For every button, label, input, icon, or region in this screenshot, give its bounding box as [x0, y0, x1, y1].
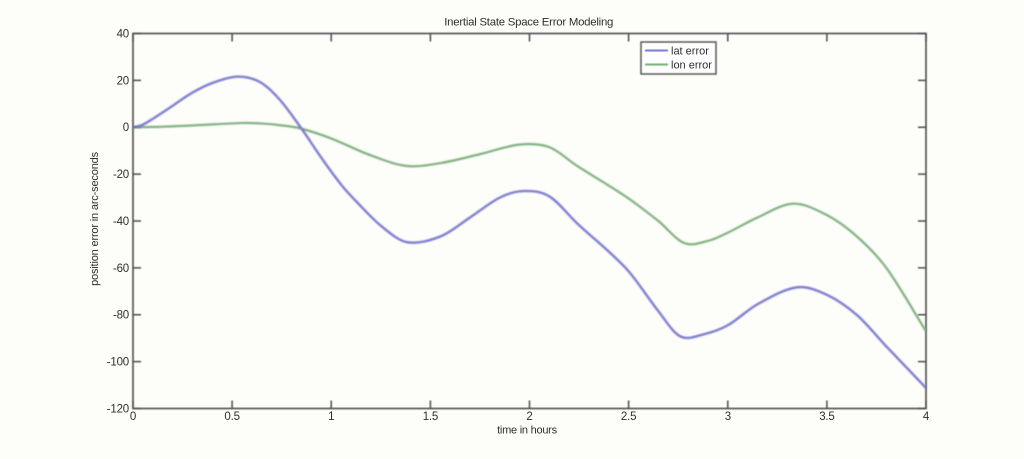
svg-text:1.5: 1.5 [423, 411, 438, 423]
svg-text:3.5: 3.5 [819, 411, 834, 423]
svg-text:0: 0 [130, 411, 136, 423]
svg-text:40: 40 [117, 28, 129, 40]
svg-text:1: 1 [328, 411, 334, 423]
svg-text:time in hours: time in hours [497, 425, 557, 437]
svg-text:3: 3 [725, 411, 731, 423]
svg-text:-100: -100 [107, 357, 129, 369]
svg-text:20: 20 [117, 75, 129, 87]
svg-text:Inertial State Space Error Mod: Inertial State Space Error Modeling [444, 17, 613, 29]
svg-text:-20: -20 [113, 169, 129, 181]
svg-text:lon error: lon error [671, 60, 712, 72]
svg-text:lat error: lat error [671, 46, 709, 58]
svg-text:0: 0 [123, 122, 129, 134]
svg-text:0.5: 0.5 [224, 411, 239, 423]
svg-text:-80: -80 [113, 310, 129, 322]
svg-text:position error in arc-seconds: position error in arc-seconds [89, 151, 101, 286]
svg-text:2: 2 [526, 411, 532, 423]
svg-text:4: 4 [923, 411, 930, 423]
svg-text:2.5: 2.5 [621, 411, 636, 423]
svg-text:-120: -120 [107, 403, 129, 415]
svg-text:-40: -40 [113, 216, 129, 228]
svg-text:-60: -60 [113, 263, 129, 275]
